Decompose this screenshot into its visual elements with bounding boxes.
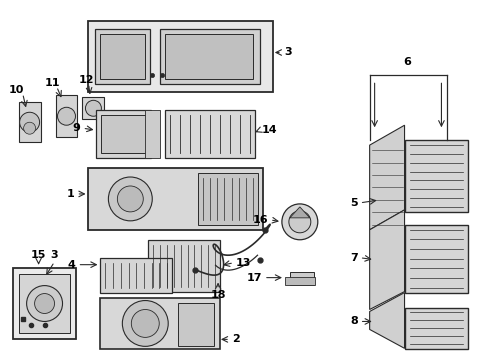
Bar (95, 28, 150, 84)
Bar (88, 21, 272, 92)
Text: 13: 13 (236, 258, 251, 268)
Bar (88, 168, 263, 230)
Text: 5: 5 (349, 198, 357, 208)
Text: 16: 16 (252, 215, 267, 225)
Text: 15: 15 (31, 250, 46, 260)
Text: 3: 3 (284, 48, 291, 58)
Text: 3: 3 (51, 250, 58, 260)
Bar (13, 268, 76, 339)
Bar (148, 240, 220, 292)
Circle shape (122, 301, 168, 346)
Circle shape (23, 122, 36, 134)
Circle shape (281, 204, 317, 240)
Circle shape (288, 211, 310, 233)
Text: 4: 4 (67, 260, 75, 270)
Text: 17: 17 (246, 273, 262, 283)
Bar (100, 298, 220, 349)
Bar (165, 110, 254, 158)
Text: 9: 9 (72, 123, 81, 133)
Bar (19, 102, 41, 142)
Bar (165, 33, 252, 80)
Circle shape (117, 186, 143, 212)
Text: 11: 11 (44, 78, 60, 88)
Text: 6: 6 (403, 58, 410, 67)
Polygon shape (369, 293, 404, 348)
Bar (101, 115, 146, 153)
Text: 18: 18 (210, 289, 225, 300)
Text: 8: 8 (349, 316, 357, 327)
Text: 2: 2 (232, 334, 239, 345)
Text: 10: 10 (9, 85, 24, 95)
Circle shape (20, 112, 40, 132)
Text: 14: 14 (262, 125, 277, 135)
Circle shape (131, 310, 159, 337)
Polygon shape (369, 125, 404, 230)
Bar (404, 140, 468, 212)
Circle shape (35, 293, 55, 314)
Bar (82, 97, 104, 119)
Bar (289, 272, 313, 285)
Bar (160, 28, 260, 84)
Bar (285, 276, 314, 285)
Circle shape (58, 107, 75, 125)
Bar (404, 225, 468, 293)
Polygon shape (369, 210, 404, 310)
Text: 1: 1 (66, 189, 74, 199)
Bar (100, 33, 145, 80)
Bar (100, 258, 172, 293)
Bar (198, 173, 258, 225)
Bar (19, 274, 70, 333)
Circle shape (85, 100, 101, 116)
Bar (56, 95, 77, 137)
Bar (404, 307, 468, 349)
Circle shape (108, 177, 152, 221)
Bar (178, 302, 214, 346)
Circle shape (26, 285, 62, 321)
Bar (145, 110, 160, 158)
Text: 12: 12 (78, 75, 94, 85)
Text: 7: 7 (349, 253, 357, 263)
Bar (96, 110, 151, 158)
Polygon shape (289, 207, 309, 218)
